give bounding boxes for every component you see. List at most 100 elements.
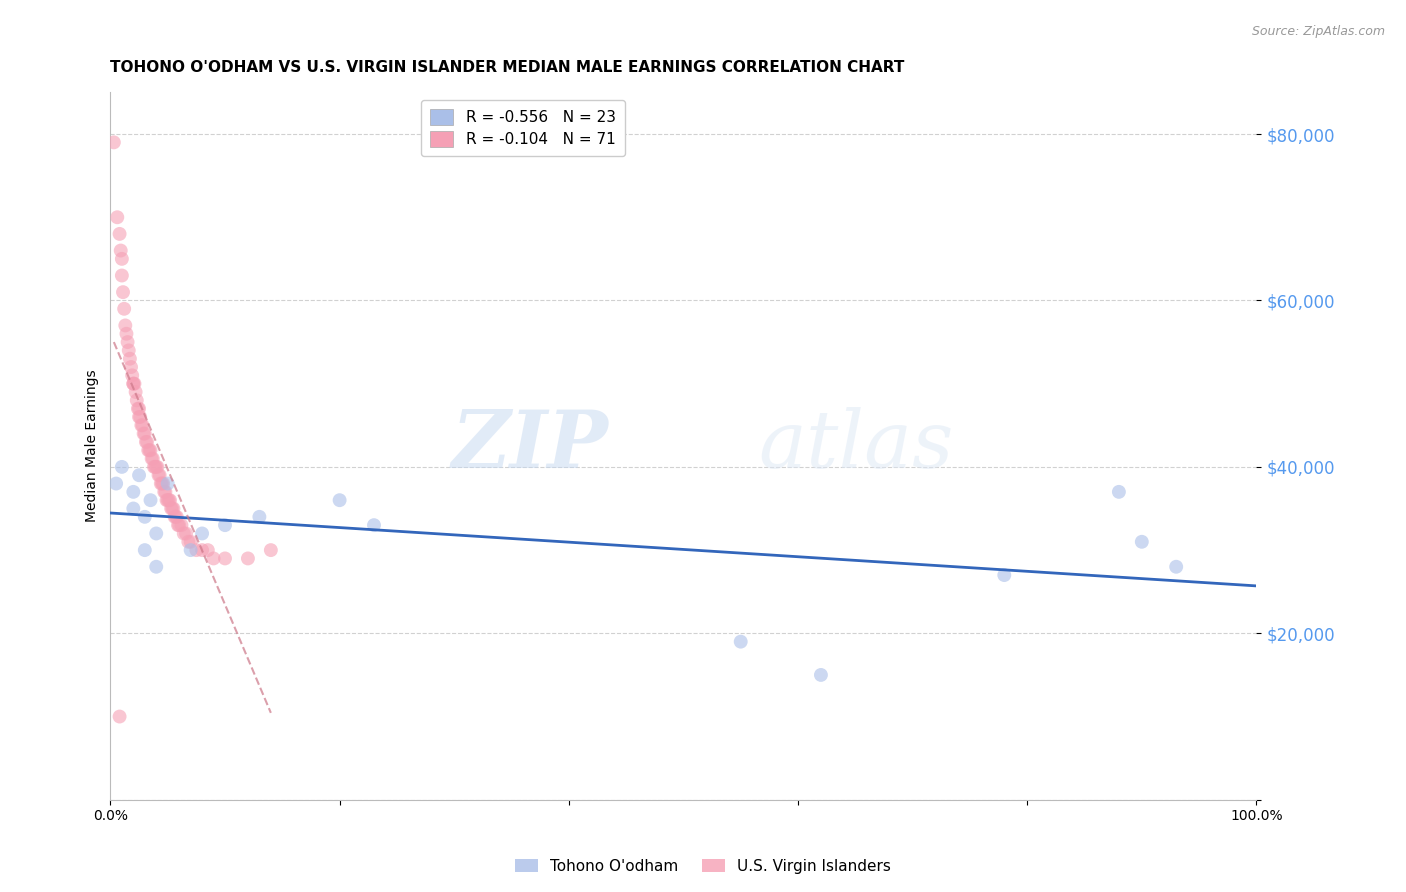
Point [134, 509, 156, 524]
Point [115, 326, 138, 341]
Point [153, 484, 176, 499]
Point [145, 526, 167, 541]
Point [142, 451, 165, 466]
Point [174, 526, 197, 541]
Point [1108, 484, 1130, 499]
Point [149, 476, 172, 491]
Point [134, 426, 156, 441]
Point [120, 359, 142, 374]
Point [202, 551, 225, 566]
Point [131, 418, 153, 433]
Point [157, 493, 180, 508]
Point [236, 551, 259, 566]
Point [131, 418, 153, 433]
Point [260, 543, 283, 558]
Point [163, 509, 186, 524]
Legend: Tohono O'odham, U.S. Virgin Islanders: Tohono O'odham, U.S. Virgin Islanders [509, 853, 897, 880]
Point [111, 252, 134, 266]
Point [121, 368, 143, 383]
Point [148, 468, 170, 483]
Point [180, 534, 202, 549]
Point [111, 285, 134, 300]
Point [141, 451, 163, 466]
Point [152, 476, 174, 491]
Point [117, 334, 139, 349]
Point [139, 493, 162, 508]
Point [145, 459, 167, 474]
Point [150, 476, 173, 491]
Y-axis label: Median Male Earnings: Median Male Earnings [86, 370, 100, 523]
Point [122, 484, 145, 499]
Point [145, 559, 167, 574]
Point [122, 501, 145, 516]
Point [110, 244, 132, 258]
Point [134, 543, 156, 558]
Point [214, 518, 236, 533]
Point [128, 401, 150, 416]
Point [162, 501, 184, 516]
Point [128, 409, 150, 424]
Point [165, 509, 187, 524]
Point [993, 568, 1015, 582]
Point [143, 459, 166, 474]
Point [156, 493, 179, 508]
Point [146, 459, 169, 474]
Point [170, 518, 193, 533]
Point [105, 211, 128, 225]
Point [118, 343, 141, 358]
Point [127, 401, 149, 416]
Point [124, 384, 146, 399]
Point [159, 493, 181, 508]
Point [167, 518, 190, 533]
Point [139, 443, 162, 458]
Point [730, 634, 752, 648]
Point [167, 518, 190, 533]
Point [108, 227, 131, 241]
Point [143, 459, 166, 474]
Point [105, 476, 128, 491]
Point [1130, 534, 1153, 549]
Point [214, 551, 236, 566]
Point [111, 268, 134, 283]
Text: ZIP: ZIP [453, 408, 609, 485]
Point [197, 543, 219, 558]
Point [155, 493, 177, 508]
Point [160, 501, 183, 516]
Point [1166, 559, 1188, 574]
Point [247, 509, 270, 524]
Point [122, 376, 145, 391]
Point [114, 318, 136, 333]
Point [155, 484, 177, 499]
Point [132, 426, 155, 441]
Point [138, 443, 160, 458]
Point [180, 543, 202, 558]
Legend: R = -0.556   N = 23, R = -0.104   N = 71: R = -0.556 N = 23, R = -0.104 N = 71 [422, 100, 624, 156]
Point [149, 468, 172, 483]
Point [122, 376, 145, 391]
Text: TOHONO O'ODHAM VS U.S. VIRGIN ISLANDER MEDIAN MALE EARNINGS CORRELATION CHART: TOHONO O'ODHAM VS U.S. VIRGIN ISLANDER M… [111, 60, 905, 75]
Point [135, 434, 157, 449]
Point [125, 393, 148, 408]
Point [136, 434, 159, 449]
Point [329, 493, 352, 508]
Point [108, 709, 131, 723]
Point [186, 543, 208, 558]
Point [156, 476, 179, 491]
Point [112, 301, 135, 316]
Point [136, 443, 159, 458]
Text: atlas: atlas [758, 408, 953, 485]
Point [363, 518, 385, 533]
Point [173, 526, 195, 541]
Text: Source: ZipAtlas.com: Source: ZipAtlas.com [1251, 25, 1385, 38]
Point [177, 534, 200, 549]
Point [111, 459, 134, 474]
Point [128, 468, 150, 483]
Point [124, 376, 146, 391]
Point [191, 543, 214, 558]
Point [103, 136, 125, 150]
Point [162, 501, 184, 516]
Point [118, 351, 141, 366]
Point [129, 409, 152, 424]
Point [810, 668, 832, 682]
Point [166, 509, 188, 524]
